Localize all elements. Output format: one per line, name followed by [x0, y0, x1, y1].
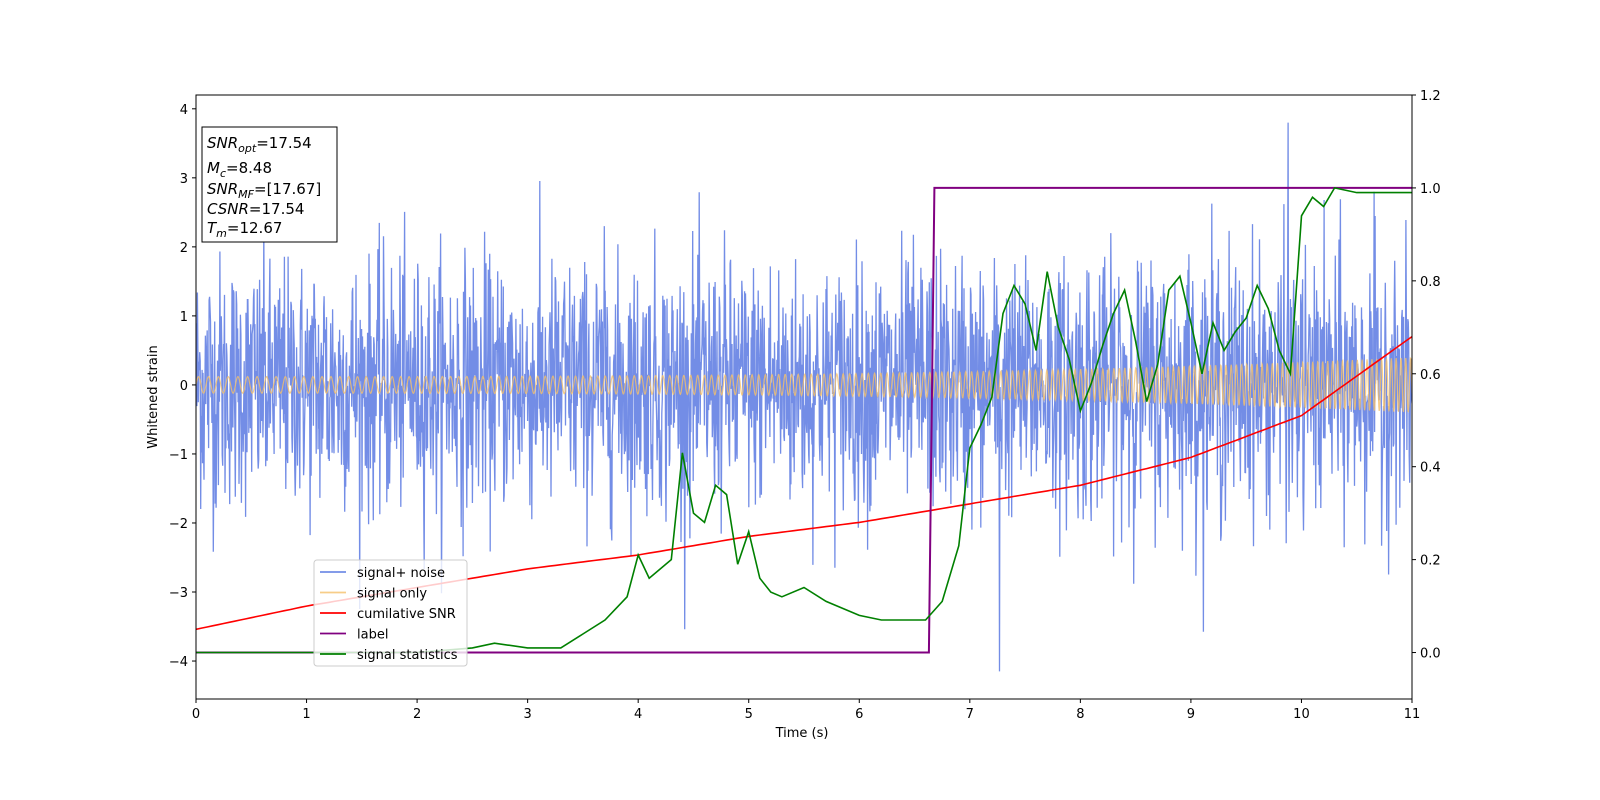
x-tick-label: 10: [1293, 707, 1310, 722]
x-tick-label: 3: [523, 707, 531, 722]
info-box: SNRopt=17.54 Mc=8.48 SNRMF=[17.67] CSNR=…: [201, 126, 338, 243]
y-tick-right-label: 0.6: [1420, 368, 1441, 383]
legend-label: cumilative SNR: [357, 607, 456, 622]
y-axis-right: 0.0 0.2 0.4 0.6 0.8 1.0 1.2: [1412, 89, 1441, 662]
info-tm: Tm=12.67: [207, 219, 282, 240]
info-csnr: CSNR=17.54: [207, 200, 304, 218]
info-tm-value: =12.67: [227, 219, 283, 237]
legend-frame: [313, 559, 468, 667]
y-tick-right-label: 0.8: [1420, 275, 1441, 290]
y-tick-left-label: 4: [180, 103, 188, 118]
info-snr-mf-value: =[17.67]: [254, 180, 321, 198]
x-tick-label: 9: [1187, 707, 1195, 722]
legend-label: signal only: [357, 587, 427, 602]
y-tick-left-label: −3: [169, 586, 188, 601]
x-tick-label: 6: [855, 707, 863, 722]
y-tick-right-label: 0.0: [1420, 647, 1441, 662]
info-mc-value: =8.48: [226, 159, 272, 177]
series-signal-statistics: [196, 186, 1412, 654]
series-signal-only: [196, 357, 1412, 413]
x-tick-label: 4: [634, 707, 642, 722]
legend-label: label: [357, 628, 388, 643]
x-axis-label: Time (s): [775, 726, 829, 741]
y-tick-right-label: 1.0: [1420, 182, 1441, 197]
x-tick-label: 7: [966, 707, 974, 722]
plot-frame: [195, 94, 1413, 700]
info-mc: Mc=8.48: [207, 159, 272, 180]
series-signal-noise: [196, 122, 1412, 672]
y-axis-left: −4 −3 −2 −1 0 1 2 3 4: [169, 103, 196, 670]
legend-label: signal+ noise: [357, 566, 445, 581]
info-snr-opt: SNRopt=17.54: [207, 134, 312, 155]
x-tick-label: 0: [192, 707, 200, 722]
info-csnr-value: =17.54: [249, 200, 305, 218]
y-tick-left-label: 1: [180, 310, 188, 325]
x-tick-label: 2: [413, 707, 421, 722]
y-tick-left-label: −1: [169, 448, 188, 463]
info-snr-mf: SNRMF=[17.67]: [207, 180, 321, 201]
y-tick-right-label: 0.4: [1420, 461, 1441, 476]
x-axis: 0 1 2 3 4 5 6 7 8 9 10 11: [192, 699, 1420, 722]
y-tick-right-label: 0.2: [1420, 554, 1441, 569]
x-tick-label: 8: [1076, 707, 1084, 722]
y-axis-label: Whitened strain: [146, 345, 161, 448]
y-tick-left-label: 3: [180, 172, 188, 187]
x-tick-label: 5: [745, 707, 753, 722]
info-snr-opt-value: =17.54: [256, 134, 312, 152]
x-tick-label: 1: [302, 707, 310, 722]
y-tick-right-label: 1.2: [1420, 89, 1441, 104]
info-box-frame: [201, 126, 338, 243]
legend: signal+ noise signal only cumilative SNR la…: [313, 559, 468, 667]
legend-label: signal statistics: [357, 648, 458, 663]
y-tick-left-label: −2: [169, 517, 188, 532]
y-tick-left-label: 2: [180, 241, 188, 256]
y-tick-left-label: −4: [169, 655, 188, 670]
x-tick-label: 11: [1404, 707, 1421, 722]
y-tick-left-label: 0: [180, 379, 188, 394]
series-label: [196, 186, 1412, 654]
